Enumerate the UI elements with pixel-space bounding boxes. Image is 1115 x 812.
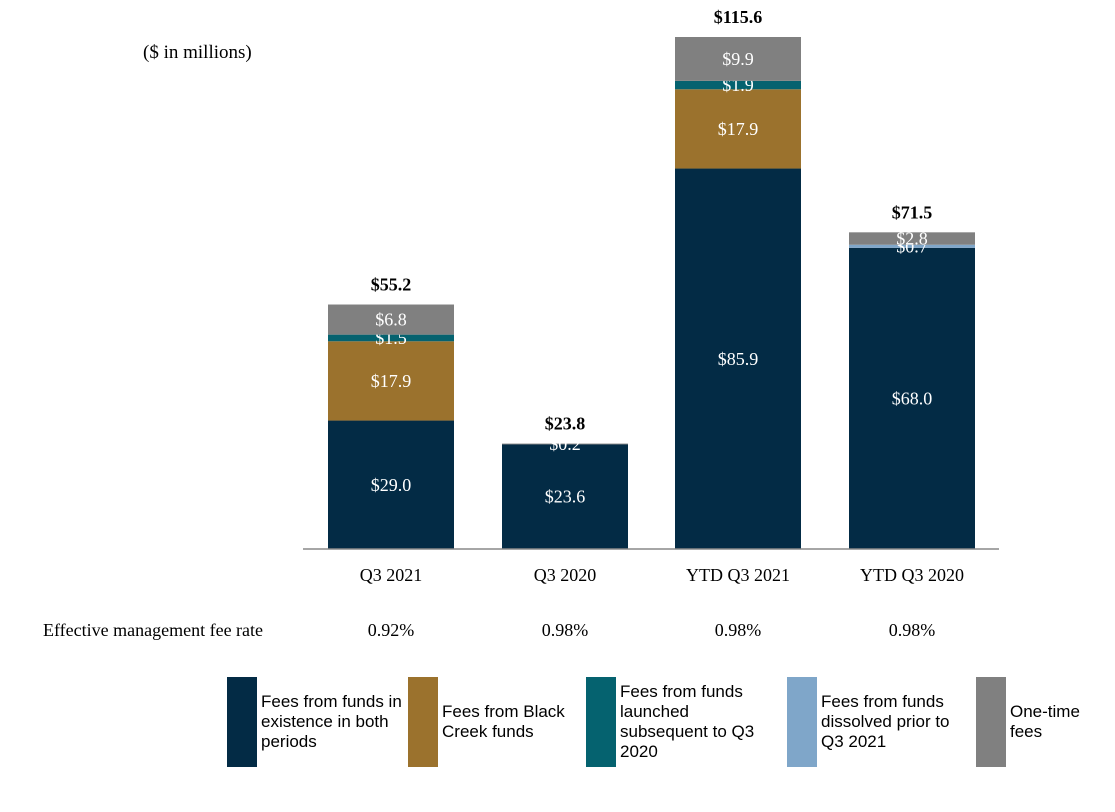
stacked-bar-chart: $29.0$17.9$1.5$6.8$55.2Q3 20210.92%$23.6… xyxy=(43,7,999,640)
bar-segment xyxy=(675,37,801,81)
segment-label: $29.0 xyxy=(371,475,412,495)
fee-rate-value: 0.98% xyxy=(542,620,589,640)
bar-segment xyxy=(502,444,628,549)
bar-segment xyxy=(675,89,801,169)
legend-swatch xyxy=(976,677,1006,767)
total-label: $115.6 xyxy=(714,7,763,27)
segment-label: $85.9 xyxy=(718,349,759,369)
legend-label: One-time fees xyxy=(1010,702,1080,741)
category-label: Q3 2020 xyxy=(534,565,597,585)
segment-label: $0.2 xyxy=(549,434,581,454)
legend-label: Fees from Black Creek funds xyxy=(442,702,565,741)
total-label: $55.2 xyxy=(371,275,412,295)
unit-note: ($ in millions) xyxy=(143,42,252,63)
category-label: YTD Q3 2021 xyxy=(686,565,790,585)
bar-segment xyxy=(328,420,454,549)
bar-segment xyxy=(849,247,975,549)
category-label: Q3 2021 xyxy=(360,565,423,585)
segment-label: $2.8 xyxy=(896,229,928,249)
fee-rate-value: 0.98% xyxy=(715,620,762,640)
bar-segment xyxy=(849,244,975,248)
bar-segment xyxy=(328,304,454,335)
fee-rate-value: 0.92% xyxy=(368,620,415,640)
bar-segment xyxy=(675,80,801,90)
legend-swatch xyxy=(787,677,817,767)
segment-label: $68.0 xyxy=(892,388,933,408)
segment-label: $17.9 xyxy=(371,371,412,391)
segment-label: $23.6 xyxy=(545,487,586,507)
legend-swatch xyxy=(586,677,616,767)
legend-label: Fees from funds dissolved prior to Q3 20… xyxy=(821,692,950,751)
legend-swatch xyxy=(408,677,438,767)
fee-rate-value: 0.98% xyxy=(889,620,936,640)
fee-rate-label: Effective management fee rate xyxy=(43,620,263,640)
segment-label: $17.9 xyxy=(718,119,759,139)
bar-segment xyxy=(675,168,801,549)
legend-label: Fees from funds launched subsequent to Q… xyxy=(620,682,755,761)
bar-segment xyxy=(502,443,628,445)
legend-label: Fees from funds in existence in both per… xyxy=(261,692,402,751)
segment-label: $9.9 xyxy=(722,49,754,69)
segment-label: $6.8 xyxy=(375,310,407,330)
bar-segment xyxy=(328,334,454,342)
bar-segment xyxy=(849,232,975,245)
total-label: $71.5 xyxy=(892,202,933,222)
total-label: $23.8 xyxy=(545,414,586,434)
category-label: YTD Q3 2020 xyxy=(860,565,964,585)
legend-swatch xyxy=(227,677,257,767)
bar-segment xyxy=(328,341,454,421)
